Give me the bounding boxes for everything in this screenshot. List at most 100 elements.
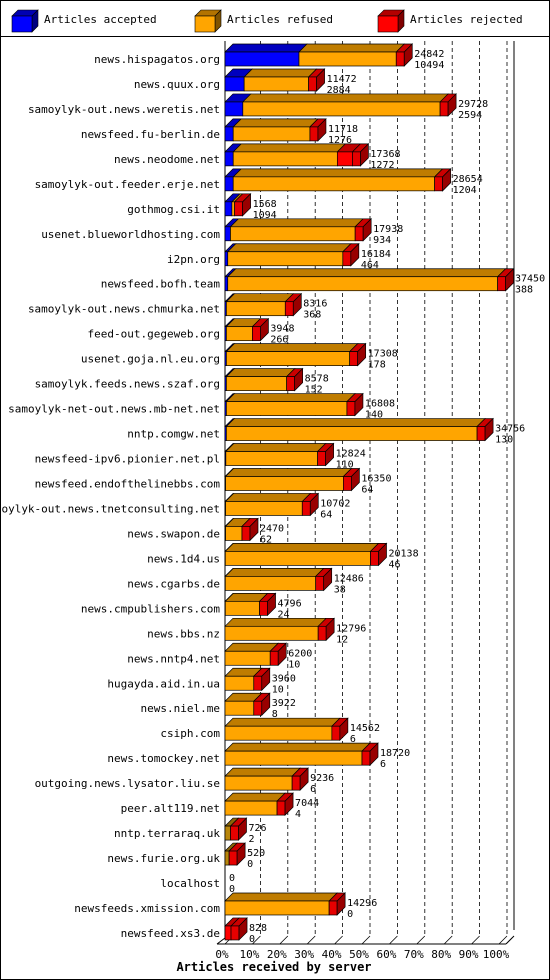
bar-refused <box>224 675 255 691</box>
bar-end-side <box>325 617 335 642</box>
x-tick <box>279 935 289 945</box>
bar-refused-top <box>224 543 380 552</box>
category-label: news.quux.org <box>134 78 220 91</box>
bar-refused <box>224 900 330 916</box>
bar-refused <box>232 176 435 192</box>
category-label: samoylyk-out.feeder.erje.net <box>35 178 220 191</box>
bar-refused-top <box>232 168 444 178</box>
bar-refused <box>298 51 397 67</box>
bar-refused-top <box>225 293 295 303</box>
value-label-accepted: 8 <box>272 709 278 720</box>
x-tick <box>498 935 508 945</box>
value-label-accepted: 1204 <box>453 185 477 196</box>
value-label-accepted: 6 <box>350 734 356 745</box>
bar-end-front <box>349 351 359 366</box>
bar-accepted <box>224 276 229 292</box>
bar-end-front <box>308 76 317 92</box>
bar-end-side <box>447 93 457 117</box>
value-label-accepted: 130 <box>495 435 513 446</box>
bar-end-side <box>277 642 287 667</box>
bar-refused-top <box>225 418 486 427</box>
x-tick-label: 80% <box>431 948 451 961</box>
bar-refused <box>230 226 356 242</box>
value-label-total: 726 <box>248 823 266 834</box>
x-tick <box>471 935 480 945</box>
x-tick <box>389 935 398 945</box>
bar-end-front <box>354 226 364 242</box>
bar-refused <box>224 700 255 716</box>
category-label: newsfeed.endofthelinebbs.com <box>35 477 221 490</box>
bar-refused-top <box>224 717 341 727</box>
x-tick <box>334 935 343 945</box>
value-label-total: 11472 <box>327 74 357 85</box>
legend-label: Articles accepted <box>44 13 157 26</box>
bar-end-front <box>252 326 261 342</box>
bar-end-side <box>403 43 413 67</box>
value-label-accepted: 62 <box>260 534 272 545</box>
value-label-total: 17308 <box>368 349 398 360</box>
bar-end-front <box>230 825 239 841</box>
bar-refused <box>225 501 303 516</box>
category-label: news.1d4.us <box>147 552 220 565</box>
bar-end-side <box>339 717 349 742</box>
value-label-total: 8578 <box>305 374 329 385</box>
bar-refused <box>224 850 230 866</box>
category-label: newsfeed.fu-berlin.de <box>81 128 220 141</box>
bar-accepted-top <box>224 43 308 53</box>
value-label-total: 3948 <box>270 324 294 335</box>
category-label: gothmog.csi.it <box>127 203 220 216</box>
bar-end-front <box>309 126 319 142</box>
bar-refused <box>224 725 333 741</box>
x-axis-title: Articles received by server <box>176 960 371 974</box>
category-label: samoylyk-net-out.news.mb-net.net <box>8 403 220 416</box>
bar-refused-top <box>226 243 352 253</box>
x-tick-label: 70% <box>404 948 424 961</box>
bar-end-side <box>309 492 319 517</box>
legend-swatch <box>377 15 399 33</box>
bar-refused-top <box>225 343 359 352</box>
bar-end-side <box>249 517 259 542</box>
bar-end-side <box>267 592 276 617</box>
bar-refused <box>224 551 371 566</box>
value-label-total: 29728 <box>458 99 488 110</box>
bar-end-side <box>360 143 369 167</box>
bar-refused-top <box>224 642 280 652</box>
value-label-total: 16184 <box>361 249 391 260</box>
bar-end-side <box>299 767 309 791</box>
category-label: news.tomockey.net <box>107 752 220 765</box>
value-label-accepted: 110 <box>336 460 354 471</box>
bar-end-front <box>291 775 301 791</box>
value-label-accepted: 140 <box>365 410 383 421</box>
legend-label: Articles refused <box>227 13 333 26</box>
bar-end-front <box>301 501 311 516</box>
bar-refused <box>224 600 260 616</box>
value-label-accepted: 464 <box>361 260 379 271</box>
bar-end-side <box>236 842 246 866</box>
category-label: news.cmpublishers.com <box>81 602 220 615</box>
bar-accepted <box>224 126 234 142</box>
bar-refused <box>224 576 317 591</box>
x-tick <box>443 935 453 945</box>
value-label-accepted: 0 <box>247 859 253 870</box>
bar-end-front <box>395 51 405 67</box>
value-label-accepted: 368 <box>303 310 321 321</box>
category-label: news.nntp4.net <box>127 652 220 665</box>
category-label: hugayda.aid.in.ua <box>107 677 220 690</box>
legend-swatch <box>194 15 216 33</box>
bar-end-front <box>434 176 443 192</box>
bar-refused <box>224 750 363 766</box>
bar-accepted <box>224 151 234 167</box>
category-label: feed-out.gegeweb.org <box>88 328 220 341</box>
value-label-total: 8316 <box>303 299 327 310</box>
bar-end-front <box>346 401 356 416</box>
bar-end-front <box>497 276 506 292</box>
category-label: news.furie.org.uk <box>107 852 220 865</box>
value-label-total: 3922 <box>272 698 296 709</box>
bar-refused <box>243 76 309 92</box>
value-label-total: 17938 <box>373 224 403 235</box>
value-label-accepted: 46 <box>388 559 400 570</box>
bar-end-front <box>269 650 279 666</box>
value-label-accepted: 0 <box>249 934 255 945</box>
value-label-total: 6200 <box>288 648 312 659</box>
